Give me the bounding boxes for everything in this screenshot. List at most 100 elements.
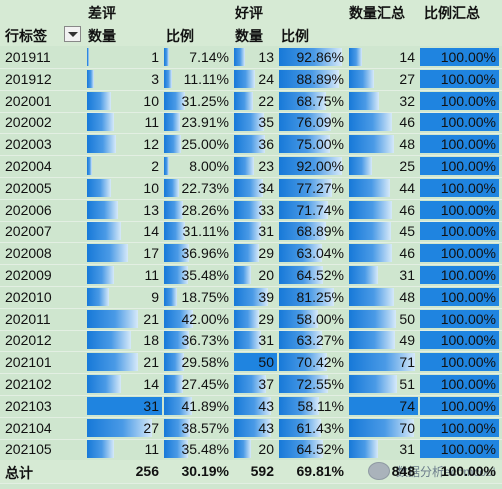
cell-total-qty[interactable]: 74 bbox=[348, 395, 419, 417]
cell-total-pct[interactable]: 100.00% bbox=[419, 177, 500, 199]
cell-total-qty[interactable]: 48 bbox=[348, 286, 419, 308]
cell-good-qty[interactable]: 50 bbox=[233, 351, 278, 373]
cell-total-pct[interactable]: 100.00% bbox=[419, 286, 500, 308]
cell-good-pct[interactable]: 92.00% bbox=[278, 155, 348, 177]
cell-total-qty[interactable]: 46 bbox=[348, 111, 419, 133]
cell-total-pct[interactable]: 100.00% bbox=[419, 351, 500, 373]
cell-good-pct[interactable]: 76.09% bbox=[278, 111, 348, 133]
table-row[interactable]: 201911 1 7.14% 13 92.86% 14 100.00% bbox=[0, 46, 502, 69]
cell-bad-pct[interactable]: 25.00% bbox=[163, 133, 233, 155]
cell-good-qty[interactable]: 29 bbox=[233, 308, 278, 330]
cell-bad-pct[interactable]: 42.00% bbox=[163, 308, 233, 330]
cell-bad-pct[interactable]: 38.57% bbox=[163, 417, 233, 439]
cell-good-qty[interactable]: 20 bbox=[233, 438, 278, 460]
cell-good-pct[interactable]: 72.55% bbox=[278, 373, 348, 395]
table-row[interactable]: 202004 2 8.00% 23 92.00% 25 100.00% bbox=[0, 155, 502, 178]
cell-good-pct[interactable]: 63.04% bbox=[278, 242, 348, 264]
table-row[interactable]: 202003 12 25.00% 36 75.00% 48 100.00% bbox=[0, 133, 502, 157]
cell-total-qty[interactable]: 48 bbox=[348, 133, 419, 155]
table-row[interactable]: 202011 21 42.00% 29 58.00% 50 100.00% bbox=[0, 308, 502, 331]
cell-bad-pct[interactable]: 8.00% bbox=[163, 155, 233, 177]
cell-total-pct[interactable]: 100.00% bbox=[419, 308, 500, 330]
cell-good-qty[interactable]: 31 bbox=[233, 329, 278, 351]
cell-bad-pct[interactable]: 22.73% bbox=[163, 177, 233, 199]
cell-bad-pct[interactable]: 18.75% bbox=[163, 286, 233, 308]
cell-good-pct[interactable]: 92.86% bbox=[278, 46, 348, 68]
cell-good-qty[interactable]: 31 bbox=[233, 220, 278, 242]
cell-bad-pct[interactable]: 35.48% bbox=[163, 264, 233, 286]
cell-bad-qty[interactable]: 17 bbox=[86, 242, 163, 264]
cell-good-qty[interactable]: 22 bbox=[233, 90, 278, 112]
cell-good-pct[interactable]: 75.00% bbox=[278, 133, 348, 155]
cell-good-pct[interactable]: 64.52% bbox=[278, 264, 348, 286]
table-row[interactable]: 201912 3 11.11% 24 88.89% 27 100.00% bbox=[0, 68, 502, 91]
cell-good-pct[interactable]: 77.27% bbox=[278, 177, 348, 199]
cell-good-qty[interactable]: 29 bbox=[233, 242, 278, 264]
table-row[interactable]: 202101 21 29.58% 50 70.42% 71 100.00% bbox=[0, 351, 502, 375]
cell-bad-pct[interactable]: 23.91% bbox=[163, 111, 233, 133]
cell-total-pct[interactable]: 100.00% bbox=[419, 90, 500, 112]
cell-good-qty[interactable]: 20 bbox=[233, 264, 278, 286]
cell-bad-qty[interactable]: 10 bbox=[86, 177, 163, 199]
cell-total-pct[interactable]: 100.00% bbox=[419, 111, 500, 133]
cell-total-qty[interactable]: 51 bbox=[348, 373, 419, 395]
cell-good-pct[interactable]: 64.52% bbox=[278, 438, 348, 460]
cell-bad-qty[interactable]: 3 bbox=[86, 68, 163, 90]
cell-good-qty[interactable]: 43 bbox=[233, 417, 278, 439]
cell-good-qty[interactable]: 36 bbox=[233, 133, 278, 155]
cell-total-pct[interactable]: 100.00% bbox=[419, 242, 500, 264]
cell-good-pct[interactable]: 88.89% bbox=[278, 68, 348, 90]
cell-good-pct[interactable]: 63.27% bbox=[278, 329, 348, 351]
cell-total-qty[interactable]: 50 bbox=[348, 308, 419, 330]
cell-total-qty[interactable]: 46 bbox=[348, 199, 419, 221]
cell-total-qty[interactable]: 44 bbox=[348, 177, 419, 199]
cell-bad-pct[interactable]: 35.48% bbox=[163, 438, 233, 460]
cell-good-qty[interactable]: 33 bbox=[233, 199, 278, 221]
cell-bad-pct[interactable]: 29.58% bbox=[163, 351, 233, 373]
cell-bad-qty[interactable]: 13 bbox=[86, 199, 163, 221]
cell-bad-pct[interactable]: 7.14% bbox=[163, 46, 233, 68]
cell-good-qty[interactable]: 24 bbox=[233, 68, 278, 90]
table-row[interactable]: 202104 27 38.57% 43 61.43% 70 100.00% bbox=[0, 417, 502, 440]
cell-total-pct[interactable]: 100.00% bbox=[419, 438, 500, 460]
table-row[interactable]: 202010 9 18.75% 39 81.25% 48 100.00% bbox=[0, 286, 502, 309]
cell-total-pct[interactable]: 100.00% bbox=[419, 68, 500, 90]
cell-total-qty[interactable]: 31 bbox=[348, 264, 419, 286]
cell-good-qty[interactable]: 13 bbox=[233, 46, 278, 68]
cell-total-pct[interactable]: 100.00% bbox=[419, 395, 500, 417]
cell-bad-qty[interactable]: 31 bbox=[86, 395, 163, 417]
cell-bad-pct[interactable]: 31.11% bbox=[163, 220, 233, 242]
table-row[interactable]: 202105 11 35.48% 20 64.52% 31 100.00% bbox=[0, 438, 502, 462]
cell-total-qty[interactable]: 71 bbox=[348, 351, 419, 373]
cell-total-qty[interactable]: 45 bbox=[348, 220, 419, 242]
cell-bad-qty[interactable]: 21 bbox=[86, 308, 163, 330]
cell-bad-qty[interactable]: 18 bbox=[86, 329, 163, 351]
cell-total-qty[interactable]: 14 bbox=[348, 46, 419, 68]
table-row[interactable]: 202102 14 27.45% 37 72.55% 51 100.00% bbox=[0, 373, 502, 396]
cell-bad-pct[interactable]: 31.25% bbox=[163, 90, 233, 112]
table-row[interactable]: 202012 18 36.73% 31 63.27% 49 100.00% bbox=[0, 329, 502, 353]
table-row[interactable]: 202002 11 23.91% 35 76.09% 46 100.00% bbox=[0, 111, 502, 135]
table-row[interactable]: 202001 10 31.25% 22 68.75% 32 100.00% bbox=[0, 90, 502, 113]
cell-good-pct[interactable]: 71.74% bbox=[278, 199, 348, 221]
cell-total-pct[interactable]: 100.00% bbox=[419, 373, 500, 395]
cell-good-qty[interactable]: 43 bbox=[233, 395, 278, 417]
cell-total-qty[interactable]: 27 bbox=[348, 68, 419, 90]
cell-good-qty[interactable]: 37 bbox=[233, 373, 278, 395]
cell-total-qty[interactable]: 25 bbox=[348, 155, 419, 177]
cell-good-pct[interactable]: 58.00% bbox=[278, 308, 348, 330]
cell-total-qty[interactable]: 49 bbox=[348, 329, 419, 351]
totals-row[interactable]: 总计 256 30.19% 592 69.81% 848 100.00% bbox=[0, 460, 502, 484]
filter-dropdown-icon[interactable] bbox=[64, 26, 81, 42]
table-row[interactable]: 202008 17 36.96% 29 63.04% 46 100.00% bbox=[0, 242, 502, 266]
cell-good-qty[interactable]: 39 bbox=[233, 286, 278, 308]
cell-bad-pct[interactable]: 36.73% bbox=[163, 329, 233, 351]
cell-total-pct[interactable]: 100.00% bbox=[419, 133, 500, 155]
cell-total-qty[interactable]: 46 bbox=[348, 242, 419, 264]
table-row[interactable]: 202103 31 41.89% 43 58.11% 74 100.00% bbox=[0, 395, 502, 418]
cell-bad-qty[interactable]: 21 bbox=[86, 351, 163, 373]
cell-total-pct[interactable]: 100.00% bbox=[419, 220, 500, 242]
table-row[interactable]: 202009 11 35.48% 20 64.52% 31 100.00% bbox=[0, 264, 502, 287]
cell-bad-qty[interactable]: 10 bbox=[86, 90, 163, 112]
cell-bad-qty[interactable]: 14 bbox=[86, 373, 163, 395]
